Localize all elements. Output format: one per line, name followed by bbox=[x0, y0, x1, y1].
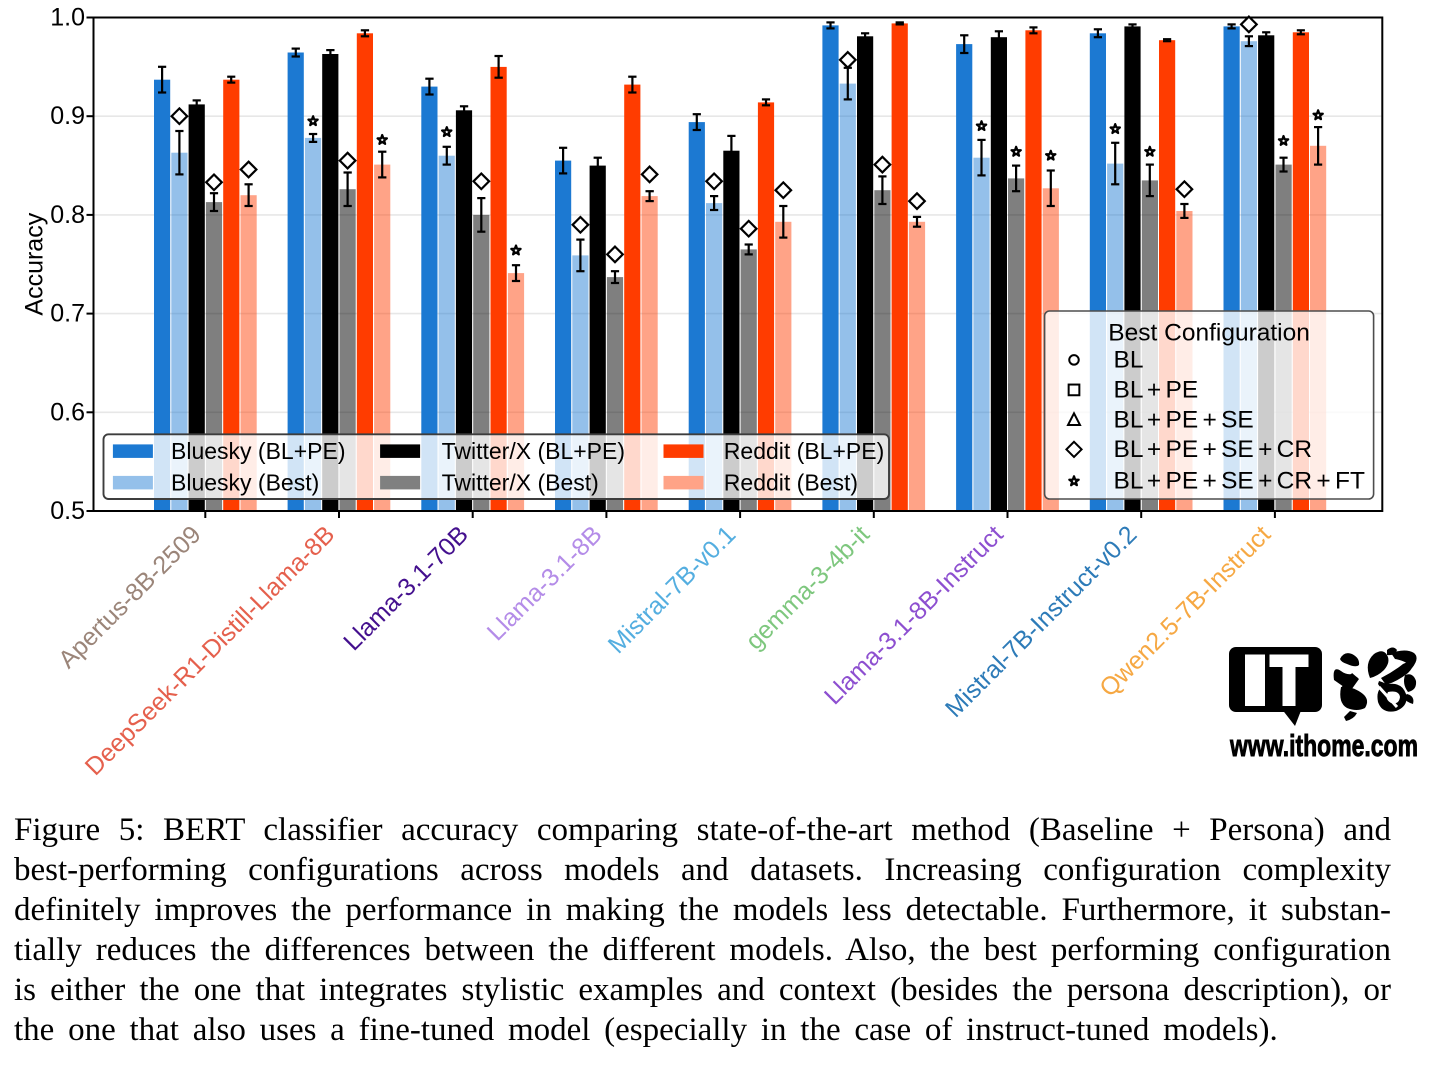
svg-text:0.9: 0.9 bbox=[50, 102, 85, 130]
svg-text:Llama-3.1-8B: Llama-3.1-8B bbox=[482, 520, 608, 646]
svg-text:Reddit (Best): Reddit (Best) bbox=[724, 470, 858, 496]
svg-text:0.6: 0.6 bbox=[50, 398, 85, 426]
svg-text:0.8: 0.8 bbox=[50, 201, 85, 229]
svg-text:BL + PE + SE + CR: BL + PE + SE + CR bbox=[1114, 436, 1313, 463]
svg-text:Accuracy: Accuracy bbox=[21, 212, 49, 315]
svg-text:Reddit (BL+PE): Reddit (BL+PE) bbox=[724, 438, 884, 464]
svg-text:BL + PE + SE + CR + FT: BL + PE + SE + CR + FT bbox=[1114, 468, 1365, 495]
svg-text:Twitter/X (BL+PE): Twitter/X (BL+PE) bbox=[442, 438, 625, 464]
svg-text:BL + PE: BL + PE bbox=[1114, 376, 1199, 403]
svg-text:Twitter/X (Best): Twitter/X (Best) bbox=[442, 470, 599, 496]
svg-text:Bluesky (Best): Bluesky (Best) bbox=[171, 470, 319, 496]
svg-text:gemma-3-4b-it: gemma-3-4b-it bbox=[740, 520, 875, 655]
svg-text:0.7: 0.7 bbox=[50, 300, 85, 328]
svg-text:DeepSeek-R1-Distill-Llama-8B: DeepSeek-R1-Distill-Llama-8B bbox=[80, 520, 341, 781]
svg-text:Apertus-8B-2509: Apertus-8B-2509 bbox=[53, 520, 206, 673]
svg-text:BL: BL bbox=[1114, 346, 1144, 373]
svg-text:Best Configuration: Best Configuration bbox=[1108, 320, 1310, 347]
svg-text:1.0: 1.0 bbox=[50, 4, 85, 32]
svg-text:BL + PE + SE: BL + PE + SE bbox=[1114, 406, 1254, 433]
svg-text:www.ithome.com: www.ithome.com bbox=[1229, 728, 1418, 763]
svg-text:Llama-3.1-70B: Llama-3.1-70B bbox=[338, 520, 474, 656]
svg-text:0.5: 0.5 bbox=[50, 497, 85, 525]
svg-text:Bluesky (BL+PE): Bluesky (BL+PE) bbox=[171, 438, 346, 464]
svg-text:Mistral-7B-v0.1: Mistral-7B-v0.1 bbox=[603, 520, 742, 659]
